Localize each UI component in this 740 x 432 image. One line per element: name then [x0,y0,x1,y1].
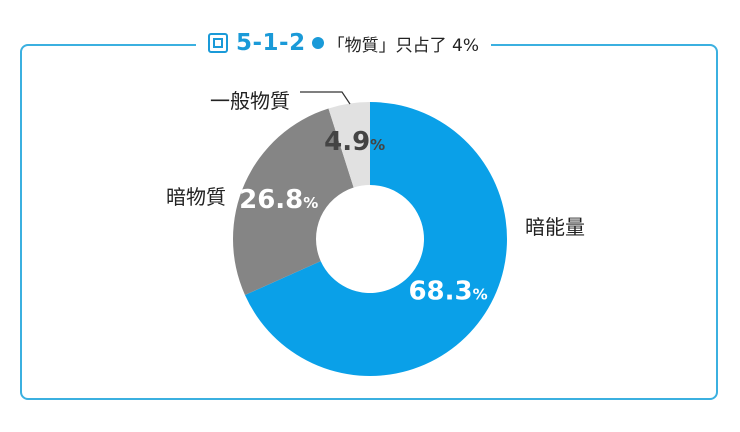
value-label-暗能量: 68.3% [408,277,487,307]
slice-一般物質 [328,102,370,188]
category-label-暗物質: 暗物質 [166,185,226,209]
figure-caption: 「物質」只占了 4% [327,35,479,56]
value-label-暗物質: 26.8% [239,185,318,215]
value-label-一般物質: 4.9% [324,127,385,157]
leader-line [300,91,351,105]
category-label-暗能量: 暗能量 [525,215,585,239]
category-label-一般物質: 一般物質 [210,89,290,113]
slice-暗物質 [233,108,354,295]
figure-icon [208,33,228,53]
figure-title: 5-1-2 「物質」只占了 4% [196,26,491,60]
figure-number: 5-1-2 [236,30,306,56]
bullet-dot-icon [311,37,324,49]
slice-暗能量 [244,102,508,376]
